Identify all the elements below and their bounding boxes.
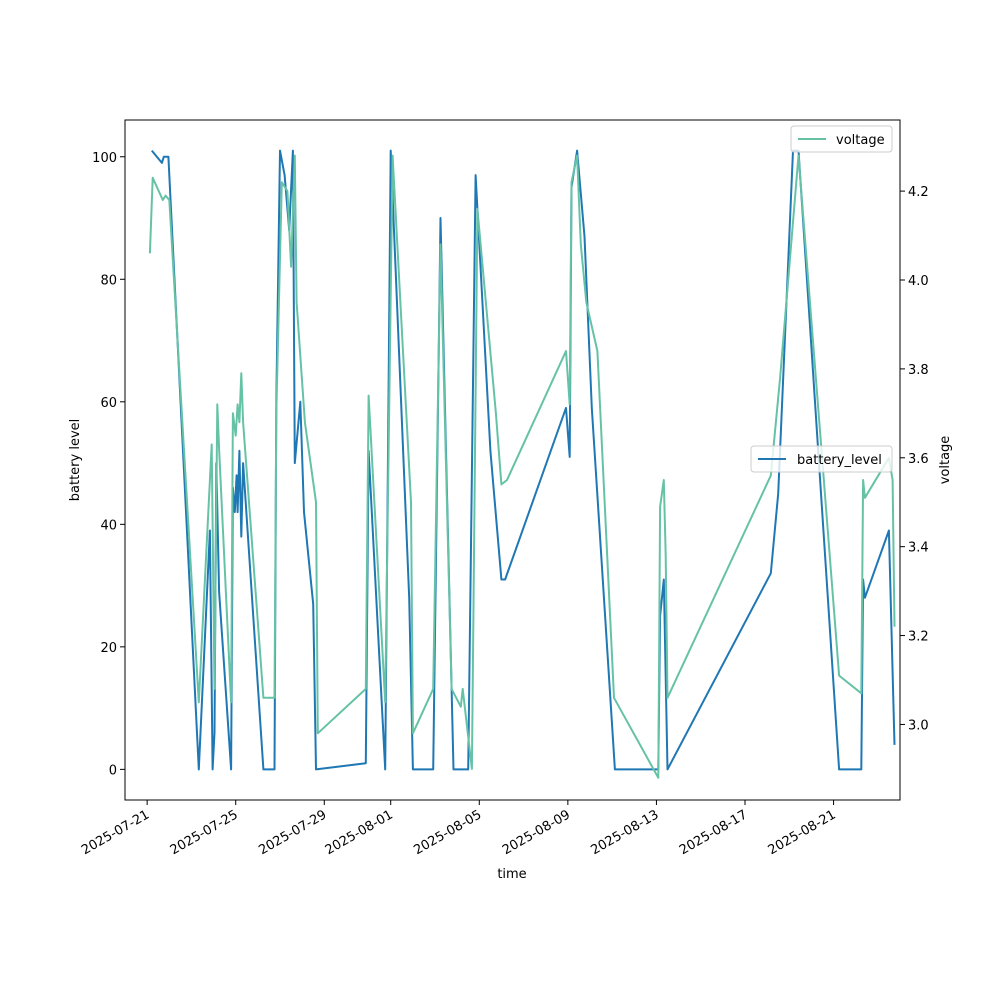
- legend-battery-level-box: [750, 445, 893, 473]
- series-layer: [148, 149, 896, 779]
- y-left-tick-label: 40: [100, 518, 117, 533]
- y-right-tick-label: 3.6: [908, 452, 929, 467]
- y-right-tick-label: 4.2: [908, 185, 929, 200]
- y-right-tick-label: 3.2: [908, 630, 929, 645]
- y-right-tick-label: 3.4: [908, 541, 929, 556]
- y-axis-left-title: battery level: [68, 419, 83, 502]
- y-left-tick-label: 0: [109, 763, 117, 778]
- legend-voltage-label: voltage: [836, 133, 885, 148]
- plot-frame: [124, 119, 901, 801]
- legend-battery-level: battery_level: [750, 445, 893, 473]
- x-axis-title: time: [497, 867, 526, 882]
- y-right-tick-label: 4.0: [908, 274, 929, 289]
- y-left-tick-label: 20: [100, 641, 117, 656]
- y-right-tick-label: 3.8: [908, 363, 929, 378]
- y-axis-left: 0 20 40 60 80 100: [92, 151, 125, 778]
- legend-voltage-box: [790, 125, 893, 153]
- y-left-tick-label: 60: [100, 396, 117, 411]
- series-line-voltage: [148, 154, 896, 779]
- legend-voltage: voltage: [790, 125, 893, 153]
- y-axis-right-title: voltage: [938, 436, 953, 485]
- legend-battery-level-label: battery_level: [797, 453, 882, 468]
- y-right-tick-label: 3.0: [908, 718, 929, 733]
- y-axis-right: 3.0 3.2 3.4 3.6 3.8 4.0 4.2: [900, 185, 929, 733]
- y-left-tick-label: 80: [100, 273, 117, 288]
- y-left-tick-label: 100: [92, 151, 117, 166]
